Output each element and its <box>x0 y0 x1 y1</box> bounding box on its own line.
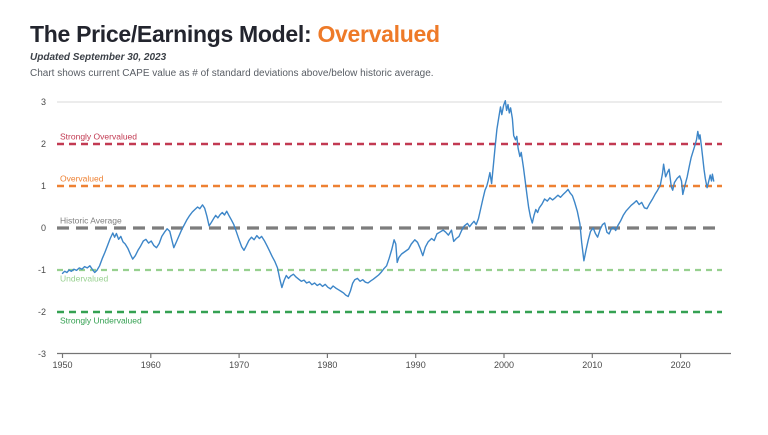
page-title-status: Overvalued <box>317 21 440 47</box>
threshold-label-undervalued: Undervalued <box>60 274 108 284</box>
x-axis-tick-label: 2010 <box>582 360 602 370</box>
x-axis: 1950 1960 1970 1980 1990 2000 2010 2020 <box>52 352 731 370</box>
updated-date: Updated September 30, 2023 <box>30 52 167 63</box>
y-axis-tick-label: -2 <box>38 307 46 317</box>
y-axis-tick-label: 0 <box>41 223 46 233</box>
threshold-label-historic-average: Historic Average <box>60 216 122 226</box>
x-axis-tick-label: 1990 <box>406 360 426 370</box>
threshold-lines: Strongly Overvalued Overvalued Historic Av… <box>57 132 722 326</box>
threshold-label-strongly-overvalued: Strongly Overvalued <box>60 132 137 142</box>
threshold-label-overvalued: Overvalued <box>60 174 104 184</box>
x-axis-tick-label: 1980 <box>317 360 337 370</box>
x-axis-tick-label: 2020 <box>671 360 691 370</box>
page-title: The Price/Earnings Model: Overvalued <box>30 21 440 48</box>
y-axis-tick-label: -1 <box>38 265 46 275</box>
x-axis-tick-label: 1960 <box>141 360 161 370</box>
cape-series-line <box>61 100 715 298</box>
y-axis: 3 2 1 0 -1 -2 -3 <box>38 97 46 359</box>
page-title-text: The Price/Earnings Model: <box>30 21 318 47</box>
y-axis-tick-label: 3 <box>41 97 46 107</box>
y-axis-tick-label: 1 <box>41 181 46 191</box>
series-group <box>61 100 715 298</box>
chart-caption: Chart shows current CAPE value as # of s… <box>30 68 434 79</box>
x-axis-tick-label: 2000 <box>494 360 514 370</box>
y-axis-tick-label: -3 <box>38 349 46 359</box>
x-axis-tick-label: 1950 <box>52 360 72 370</box>
x-axis-tick-label: 1970 <box>229 360 249 370</box>
threshold-label-strongly-undervalued: Strongly Undervalued <box>60 316 142 326</box>
y-axis-tick-label: 2 <box>41 139 46 149</box>
chart-header: The Price/Earnings Model: Overvalued Upd… <box>30 21 440 79</box>
